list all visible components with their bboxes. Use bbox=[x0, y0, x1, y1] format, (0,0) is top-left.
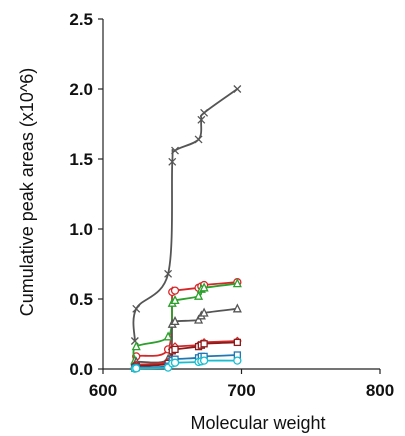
data-point bbox=[194, 314, 204, 324]
data-point bbox=[170, 294, 180, 305]
data-point bbox=[197, 115, 206, 124]
y-tick-label: 1.0 bbox=[69, 220, 93, 239]
data-point bbox=[131, 341, 141, 351]
data-point bbox=[170, 315, 180, 326]
series-layer bbox=[130, 85, 242, 373]
data-point bbox=[233, 85, 242, 93]
data-point bbox=[164, 269, 173, 278]
data-point bbox=[232, 303, 242, 313]
y-axis-label: Cumulative peak areas (x10^6) bbox=[17, 68, 37, 317]
series-8 bbox=[130, 356, 242, 373]
data-point bbox=[170, 358, 180, 367]
series-1 bbox=[130, 85, 242, 345]
data-point bbox=[199, 307, 209, 317]
series-line bbox=[132, 307, 238, 367]
data-point bbox=[171, 345, 179, 354]
data-point bbox=[170, 286, 180, 295]
axes: 0.0 0.5 1.0 1.5 2.0 2.5 600 700 800 bbox=[69, 10, 394, 400]
axis-labels: Molecular weight Cumulative peak areas (… bbox=[17, 68, 326, 433]
data-point bbox=[132, 364, 141, 373]
x-tick-label: 700 bbox=[227, 381, 255, 400]
y-tick-label: 0.0 bbox=[69, 360, 93, 379]
data-point bbox=[199, 356, 209, 365]
data-point bbox=[194, 290, 204, 300]
data-point bbox=[132, 304, 141, 313]
x-tick-label: 800 bbox=[366, 381, 394, 400]
series-3 bbox=[130, 278, 242, 365]
data-point bbox=[168, 157, 177, 166]
y-tick-label: 2.0 bbox=[69, 80, 93, 99]
data-point bbox=[194, 135, 203, 144]
data-point bbox=[163, 331, 173, 341]
data-point bbox=[232, 278, 242, 288]
x-tick-label: 600 bbox=[89, 381, 117, 400]
data-point bbox=[200, 108, 209, 117]
data-point bbox=[233, 338, 241, 347]
data-point bbox=[233, 356, 242, 365]
series-line bbox=[132, 281, 238, 365]
y-tick-label: 1.5 bbox=[69, 150, 93, 169]
data-point bbox=[199, 282, 209, 292]
series-line bbox=[132, 88, 238, 342]
data-point bbox=[171, 146, 179, 155]
series-line bbox=[132, 340, 238, 369]
y-tick-label: 2.5 bbox=[69, 10, 93, 29]
series-4 bbox=[130, 303, 242, 370]
data-point bbox=[200, 340, 208, 348]
x-axis-label: Molecular weight bbox=[190, 413, 325, 433]
y-tick-label: 0.5 bbox=[69, 290, 93, 309]
